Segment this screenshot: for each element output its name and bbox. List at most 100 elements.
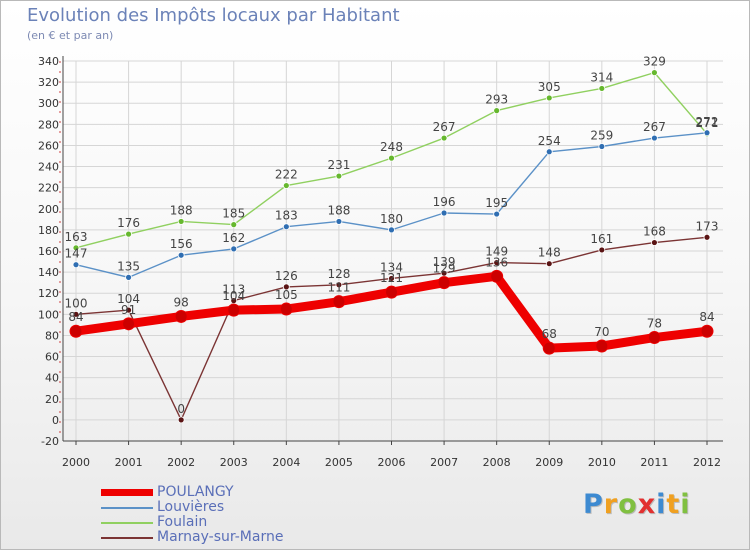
y-tick-label: 140 bbox=[38, 266, 59, 279]
data-point bbox=[647, 331, 661, 345]
data-label: 128 bbox=[327, 267, 350, 281]
data-label: 162 bbox=[222, 231, 245, 245]
logo-letter: o bbox=[618, 489, 638, 520]
data-point bbox=[282, 182, 290, 189]
data-label: 305 bbox=[538, 80, 561, 94]
x-tick-label: 2012 bbox=[693, 456, 721, 469]
y-tick-label: 260 bbox=[38, 139, 59, 152]
data-label: 329 bbox=[643, 55, 666, 69]
y-tick-label: 180 bbox=[38, 224, 59, 237]
data-label: 135 bbox=[117, 259, 140, 273]
data-label: 231 bbox=[327, 158, 350, 172]
chart-title: Evolution des Impôts locaux par Habitant bbox=[27, 5, 400, 26]
data-label: 121 bbox=[380, 271, 403, 285]
data-label: 161 bbox=[590, 232, 613, 246]
legend-label: Foulain bbox=[157, 514, 208, 530]
grid-layer bbox=[63, 60, 723, 442]
data-label: 185 bbox=[222, 207, 245, 221]
data-label: 78 bbox=[647, 317, 662, 331]
y-tick-label: 20 bbox=[45, 393, 59, 406]
data-label: 98 bbox=[174, 295, 189, 309]
data-point bbox=[279, 302, 293, 316]
data-label: 267 bbox=[643, 120, 666, 134]
y-tick-label: 240 bbox=[38, 161, 59, 174]
data-label: 195 bbox=[485, 196, 508, 210]
data-point bbox=[125, 306, 132, 314]
data-point bbox=[437, 276, 451, 290]
logo-letter: P bbox=[583, 489, 604, 520]
data-point bbox=[545, 94, 553, 102]
x-tick-label: 2007 bbox=[430, 456, 458, 469]
data-point bbox=[282, 283, 290, 291]
data-point bbox=[177, 416, 185, 424]
y-tick-label: 220 bbox=[38, 182, 59, 195]
data-label: 104 bbox=[222, 289, 245, 303]
data-label: 129 bbox=[433, 262, 456, 276]
data-label: 139 bbox=[433, 255, 456, 269]
data-label: 126 bbox=[275, 269, 298, 283]
data-label: 188 bbox=[170, 203, 193, 217]
data-label: 113 bbox=[222, 283, 245, 297]
data-label: 176 bbox=[117, 216, 140, 230]
data-point bbox=[72, 261, 80, 269]
y-tick-label: 40 bbox=[45, 372, 59, 385]
data-point bbox=[493, 210, 501, 218]
legend-swatch bbox=[101, 489, 153, 496]
y-tick-label: 300 bbox=[38, 97, 59, 110]
data-point bbox=[598, 143, 606, 150]
data-label: 147 bbox=[65, 247, 88, 261]
data-label: 84 bbox=[699, 310, 714, 324]
legend-swatch bbox=[101, 507, 153, 509]
data-label: 105 bbox=[275, 288, 298, 302]
logo-letter: i bbox=[680, 489, 691, 520]
data-label: 70 bbox=[594, 325, 609, 339]
y-tick-label: 0 bbox=[52, 414, 59, 427]
data-point bbox=[332, 295, 346, 309]
data-label: 222 bbox=[275, 168, 298, 182]
data-label: 180 bbox=[380, 212, 403, 226]
data-label: 254 bbox=[538, 134, 561, 148]
logo-letter: x bbox=[637, 489, 657, 520]
x-tick-label: 2009 bbox=[535, 456, 563, 469]
x-tick-label: 2003 bbox=[220, 456, 248, 469]
data-label: 271 bbox=[696, 116, 719, 130]
data-point bbox=[177, 251, 185, 259]
data-label: 68 bbox=[542, 327, 557, 341]
data-point bbox=[335, 172, 343, 180]
data-label: 84 bbox=[68, 310, 83, 324]
y-tick-label: 100 bbox=[38, 308, 59, 321]
data-label: 163 bbox=[65, 230, 88, 244]
x-tick-label: 2005 bbox=[325, 456, 353, 469]
data-point bbox=[542, 341, 556, 355]
x-tick-label: 2011 bbox=[640, 456, 668, 469]
legend-label: Louvières bbox=[157, 499, 225, 515]
y-tick-label: 280 bbox=[38, 118, 59, 131]
y-tick-label: 80 bbox=[45, 329, 59, 342]
data-point bbox=[69, 324, 83, 338]
data-label: 196 bbox=[433, 195, 456, 209]
data-point bbox=[282, 223, 290, 231]
data-point bbox=[227, 303, 241, 317]
legend-label: POULANGY bbox=[157, 484, 234, 500]
data-point bbox=[388, 226, 395, 234]
data-point bbox=[230, 221, 238, 229]
data-point bbox=[700, 324, 714, 338]
x-tick-label: 2002 bbox=[167, 456, 195, 469]
data-label: 248 bbox=[380, 140, 403, 154]
data-point bbox=[174, 309, 188, 323]
data-point bbox=[230, 245, 238, 253]
data-label: 156 bbox=[170, 237, 193, 251]
data-point bbox=[388, 275, 395, 282]
data-point bbox=[545, 148, 553, 156]
data-point bbox=[72, 244, 80, 252]
data-label: 104 bbox=[117, 292, 140, 306]
data-label: 100 bbox=[65, 296, 88, 310]
data-label: 91 bbox=[121, 303, 136, 317]
data-label: 272 bbox=[696, 115, 719, 129]
data-label: 111 bbox=[327, 281, 350, 295]
data-point bbox=[703, 233, 711, 241]
y-tick-label: 200 bbox=[38, 203, 59, 216]
data-point bbox=[72, 310, 80, 318]
data-label: 267 bbox=[433, 120, 456, 134]
x-tick-label: 2008 bbox=[483, 456, 511, 469]
